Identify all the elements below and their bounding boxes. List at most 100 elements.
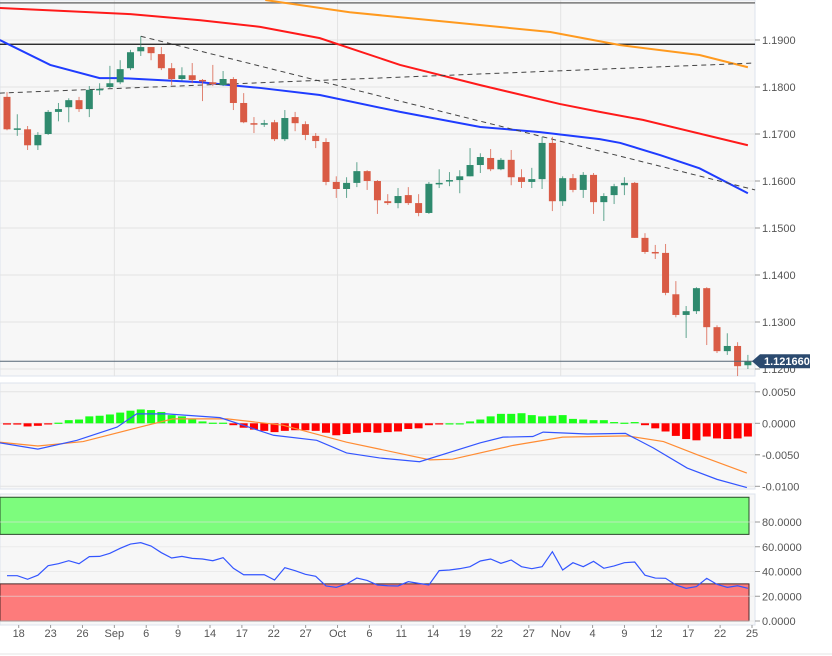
- macd-tick-label: -0.0100: [762, 481, 799, 493]
- candle-body: [75, 100, 83, 110]
- candle-body: [651, 251, 659, 254]
- candle-body: [734, 345, 742, 367]
- candle-body: [559, 178, 567, 202]
- candle: [250, 117, 258, 134]
- candle: [641, 233, 649, 254]
- candle: [610, 183, 618, 205]
- macd-histogram-bar: [548, 415, 557, 424]
- candle-body: [147, 47, 155, 54]
- candle-body: [415, 203, 423, 213]
- macd-histogram-bar: [682, 423, 691, 440]
- candle: [651, 244, 659, 260]
- candle-body: [682, 311, 690, 315]
- candle: [219, 71, 227, 87]
- candle: [301, 121, 309, 141]
- date-tick-label: 4: [590, 628, 596, 640]
- candle: [404, 187, 412, 205]
- macd-tick-label: 0.0000: [762, 418, 796, 430]
- candle: [147, 47, 155, 61]
- last-price-tag-background: [752, 354, 810, 369]
- date-tick-label: 14: [204, 628, 216, 640]
- candle: [456, 170, 464, 194]
- macd-histogram-bar: [713, 423, 722, 439]
- candle: [415, 194, 423, 217]
- candle: [548, 136, 556, 212]
- candle-body: [332, 181, 340, 189]
- macd-histogram-bar: [538, 416, 547, 424]
- macd-histogram-bar: [54, 422, 63, 424]
- macd-line: [0, 413, 748, 489]
- candle: [373, 180, 381, 214]
- macd-panel[interactable]: 0.0050 0.0000 -0.0050 -0.0100: [0, 382, 799, 493]
- candle-body: [353, 171, 361, 183]
- macd-histogram-bar: [507, 413, 516, 424]
- macd-histogram-bar: [620, 422, 629, 424]
- macd-histogram-bar: [3, 423, 11, 425]
- macd-histogram-bar: [75, 419, 84, 424]
- macd-histogram-bar: [311, 423, 320, 431]
- candle-body: [487, 157, 495, 170]
- macd-histogram-bar: [486, 416, 495, 424]
- candle: [178, 67, 186, 81]
- rsi-overbought-zone: [0, 496, 750, 535]
- macd-histogram-bar: [33, 423, 42, 426]
- candle: [734, 342, 742, 377]
- candle-body: [713, 327, 721, 352]
- candle: [281, 110, 289, 142]
- candle-body: [507, 159, 515, 178]
- date-tick-label: Nov: [551, 628, 571, 640]
- candle-body: [168, 68, 176, 80]
- candle-body: [692, 288, 700, 312]
- price-panel[interactable]: 1.1900 1.1800 1.1700 1.1600 1.1500 1.1400 1.13…: [0, 0, 796, 625]
- macd-histogram-bar: [249, 423, 258, 430]
- candle: [271, 119, 279, 142]
- candle: [662, 243, 670, 296]
- candle: [199, 79, 207, 102]
- candle: [590, 173, 598, 214]
- candle-body: [322, 141, 330, 182]
- candle: [13, 114, 21, 136]
- moving-average-line-ma-mid: [0, 7, 749, 147]
- macd-histogram-bar: [147, 410, 156, 424]
- last-price-tag: 1.121660: [752, 354, 810, 369]
- date-tick-label: 22: [491, 628, 503, 640]
- candle: [384, 194, 392, 205]
- candle-body: [312, 135, 320, 142]
- x-axis: 18 23 26 Sep 6 9 14 17 22 27 Oct 6 11 14 19 22 27 Nov 4 9 12…: [0, 625, 832, 655]
- rsi-panel[interactable]: 80.0000 60.0000 40.0000 20.0000 0.0000: [0, 493, 802, 628]
- date-tick-label: 9: [175, 628, 181, 640]
- rsi-tick-label: 0.0000: [762, 616, 796, 628]
- macd-histogram-bar: [640, 423, 649, 426]
- candle: [682, 306, 690, 338]
- candle-body: [188, 75, 196, 80]
- macd-histogram-bar: [702, 423, 711, 437]
- macd-histogram-bar: [671, 423, 680, 436]
- candle: [44, 110, 52, 135]
- macd-histogram-bar: [23, 423, 32, 427]
- candle: [744, 354, 752, 369]
- candle-body: [116, 69, 124, 83]
- candle-body: [229, 79, 237, 103]
- candle: [631, 181, 639, 238]
- macd-histogram-bar: [445, 423, 454, 425]
- price-tick-label: 1.1300: [762, 317, 796, 329]
- macd-histogram-bar: [208, 422, 217, 424]
- date-tick-label: 23: [44, 628, 56, 640]
- candle-body: [157, 54, 165, 69]
- candle-body: [662, 252, 670, 293]
- macd-histogram-bar: [466, 421, 475, 424]
- candle: [188, 63, 196, 84]
- candle: [116, 60, 124, 85]
- candle-body: [343, 182, 351, 189]
- macd-histogram-bar: [44, 423, 53, 425]
- candle: [703, 287, 711, 346]
- candle-body: [404, 195, 412, 204]
- macd-histogram-bar: [116, 412, 125, 424]
- candle-body: [44, 111, 52, 134]
- candle-body: [250, 123, 258, 125]
- candle-body: [641, 237, 649, 252]
- macd-histogram-bar: [424, 423, 433, 426]
- macd-histogram-bar: [610, 422, 619, 424]
- candle-body: [528, 179, 536, 182]
